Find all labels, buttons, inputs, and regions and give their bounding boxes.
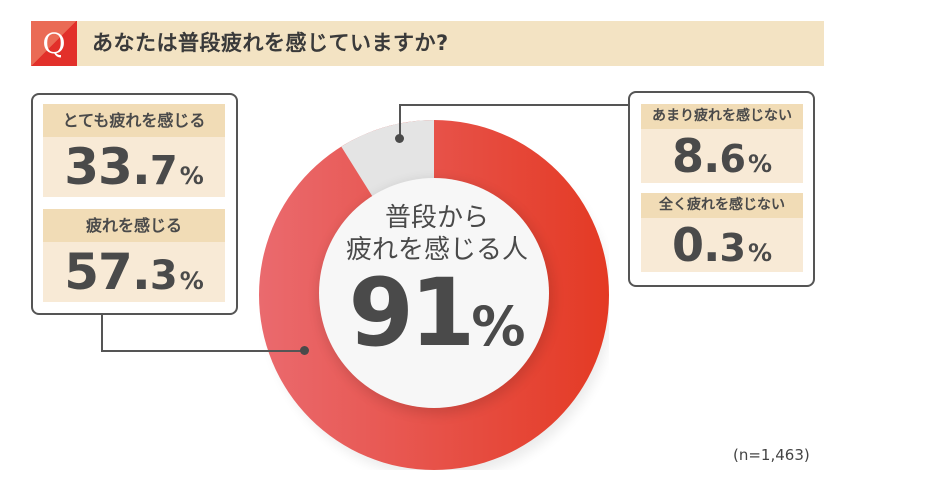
center-summary: 普段から 疲れを感じる人 91%	[322, 180, 552, 375]
stat-card-not-very-tired: あまり疲れを感じない 8.6%	[641, 104, 803, 183]
stat-card-tired: 疲れを感じる 57.3%	[43, 209, 225, 302]
donut-hole	[319, 178, 549, 408]
stat-card-not-tired-at-all: 全く疲れを感じない 0.3%	[641, 193, 803, 272]
title-bar	[31, 21, 824, 66]
stat-value: 33.7%	[43, 137, 225, 197]
feel-tired-box: とても疲れを感じる 33.7% 疲れを感じる 57.3%	[31, 93, 238, 315]
center-line2: 疲れを感じる人	[345, 235, 528, 265]
sample-size-note: (n=1,463)	[733, 446, 810, 464]
stat-value: 8.6%	[641, 129, 803, 183]
stat-value: 0.3%	[641, 218, 803, 272]
stat-label: とても疲れを感じる	[43, 104, 225, 137]
connector-right-horizontal	[399, 104, 628, 106]
connector-left-dot	[300, 346, 309, 355]
stat-label: 全く疲れを感じない	[641, 193, 803, 218]
connector-right-vertical	[399, 104, 401, 138]
question-title: あなたは普段疲れを感じていますか?	[92, 31, 449, 55]
connector-left-vertical	[101, 314, 103, 352]
question-badge: Q	[31, 21, 77, 66]
stat-label: 疲れを感じる	[43, 209, 225, 242]
stat-card-very-tired: とても疲れを感じる 33.7%	[43, 104, 225, 197]
stat-value: 57.3%	[43, 242, 225, 302]
connector-right-dot	[395, 134, 404, 143]
donut-chart	[259, 120, 609, 470]
not-tired-box: あまり疲れを感じない 8.6% 全く疲れを感じない 0.3%	[628, 91, 815, 287]
stat-label: あまり疲れを感じない	[641, 104, 803, 129]
q-mark: Q	[42, 26, 66, 60]
center-line1: 普段から	[384, 203, 489, 233]
connector-left-horizontal	[101, 350, 305, 352]
center-value: 91%	[348, 259, 526, 368]
